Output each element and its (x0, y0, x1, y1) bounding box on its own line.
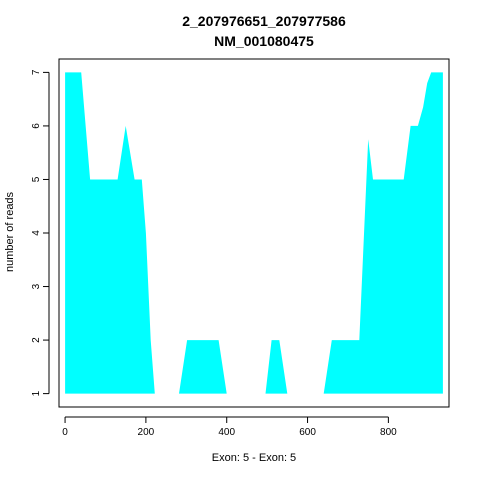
y-tick-label: 1 (31, 390, 42, 396)
y-tick-label: 4 (31, 230, 42, 236)
x-axis-label: Exon: 5 - Exon: 5 (212, 452, 296, 464)
x-tick-label: 0 (62, 427, 68, 438)
area-layer (65, 72, 443, 394)
x-tick-label: 800 (380, 427, 397, 438)
x-tick-label: 600 (299, 427, 316, 438)
y-axis-label: number of reads (4, 191, 16, 272)
chart-subtitle: NM_001080475 (214, 33, 314, 49)
x-tick-label: 200 (138, 427, 155, 438)
x-axis: 0 200 400 600 800 (62, 416, 397, 438)
y-tick-label: 3 (31, 283, 42, 289)
y-tick-label: 2 (31, 337, 42, 343)
y-axis: 1 2 3 4 5 6 7 (31, 69, 50, 396)
x-tick-label: 400 (218, 427, 235, 438)
chart-title: 2_207976651_207977586 (182, 13, 346, 29)
y-tick-label: 6 (31, 123, 42, 129)
plot-frame (58, 58, 450, 408)
y-tick-label: 7 (31, 69, 42, 75)
y-tick-label: 5 (31, 176, 42, 182)
read-coverage-area (65, 72, 443, 394)
